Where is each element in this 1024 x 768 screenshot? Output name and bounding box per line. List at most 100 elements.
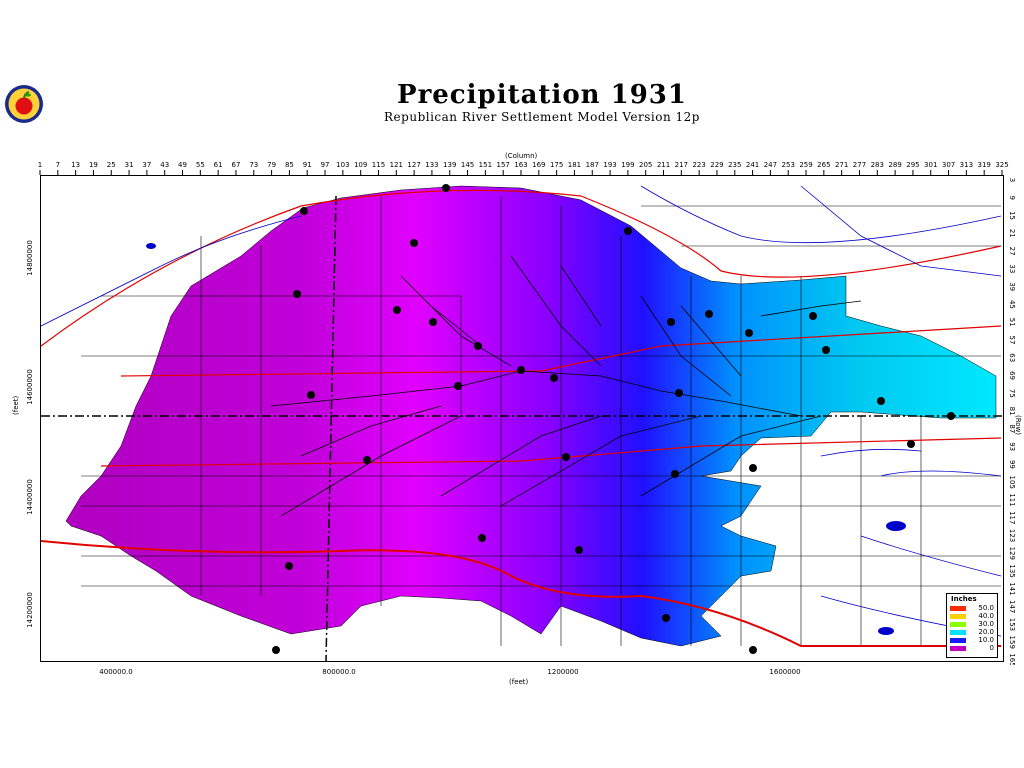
column-tick-label: 229 xyxy=(710,161,723,169)
row-tick-label: 39 xyxy=(1008,282,1016,291)
row-tick-label: 147 xyxy=(1008,600,1016,613)
station-marker xyxy=(429,318,437,326)
station-marker xyxy=(285,562,293,570)
legend-swatch xyxy=(950,606,966,611)
column-tick-label: 295 xyxy=(906,161,919,169)
column-tick-label: 73 xyxy=(249,161,258,169)
station-marker xyxy=(363,456,371,464)
legend-value: 0 xyxy=(989,644,994,652)
column-tick-label: 247 xyxy=(764,161,777,169)
y-feet-tick-label: 14400000 xyxy=(26,479,34,515)
row-tick-label: 123 xyxy=(1008,529,1016,542)
x-feet-tick-label: 1600000 xyxy=(769,668,800,676)
row-tick-label: 21 xyxy=(1008,229,1016,238)
legend-swatch xyxy=(950,622,966,627)
legend-value: 30.0 xyxy=(978,620,994,628)
column-tick-label: 163 xyxy=(514,161,527,169)
precipitation-map[interactable] xyxy=(40,175,1004,662)
column-tick-label: 139 xyxy=(443,161,456,169)
column-tick-label: 115 xyxy=(372,161,385,169)
column-tick-label: 241 xyxy=(746,161,759,169)
column-tick-label: 127 xyxy=(407,161,420,169)
column-tick-label: 79 xyxy=(267,161,276,169)
column-tick-label: 289 xyxy=(888,161,901,169)
column-tick-label: 313 xyxy=(960,161,973,169)
row-tick-label: 129 xyxy=(1008,547,1016,560)
column-tick-label: 301 xyxy=(924,161,937,169)
legend-swatch xyxy=(950,630,966,635)
column-tick-label: 181 xyxy=(568,161,581,169)
row-tick-label: 153 xyxy=(1008,618,1016,631)
row-axis: 3915212733394551576369758187939910511111… xyxy=(1008,178,1016,665)
weather-stations xyxy=(272,184,955,654)
station-marker xyxy=(410,239,418,247)
column-tick-label: 175 xyxy=(550,161,563,169)
station-marker xyxy=(809,312,817,320)
column-tick-label: 85 xyxy=(285,161,294,169)
column-tick-label: 91 xyxy=(303,161,312,169)
station-marker xyxy=(749,646,757,654)
station-marker xyxy=(675,389,683,397)
station-marker xyxy=(442,184,450,192)
row-tick-label: 105 xyxy=(1008,476,1016,489)
row-tick-label: 57 xyxy=(1008,336,1016,345)
station-marker xyxy=(550,374,558,382)
column-tick-label: 19 xyxy=(89,161,98,169)
column-axis-title: (Column) xyxy=(505,152,538,160)
column-tick-label: 271 xyxy=(835,161,848,169)
row-tick-label: 81 xyxy=(1008,407,1016,416)
column-tick-label: 253 xyxy=(782,161,795,169)
road-network xyxy=(40,189,1002,647)
column-tick-label: 307 xyxy=(942,161,955,169)
legend: Inches 50.0 40.0 30.0 20.0 10.0 0 xyxy=(946,593,998,658)
reservoirs xyxy=(146,243,906,635)
column-tick-label: 217 xyxy=(675,161,688,169)
column-tick-label: 235 xyxy=(728,161,741,169)
station-marker xyxy=(907,440,915,448)
column-tick-label: 145 xyxy=(461,161,474,169)
state-border-vertical xyxy=(325,195,337,662)
column-tick-label: 61 xyxy=(214,161,223,169)
station-marker xyxy=(562,453,570,461)
y-feet-axis-title: (feet) xyxy=(12,395,20,415)
station-marker xyxy=(749,464,757,472)
column-tick-label: 169 xyxy=(532,161,545,169)
column-tick-label: 97 xyxy=(321,161,330,169)
legend-swatch xyxy=(950,646,966,651)
column-tick-label: 199 xyxy=(621,161,634,169)
map-canvas xyxy=(40,184,1003,662)
column-tick-label: 7 xyxy=(56,161,60,169)
column-tick-label: 31 xyxy=(125,161,134,169)
station-marker xyxy=(293,290,301,298)
legend-value: 10.0 xyxy=(978,636,994,644)
row-tick-label: 75 xyxy=(1008,389,1016,398)
column-tick-label: 37 xyxy=(142,161,151,169)
column-tick-label: 193 xyxy=(603,161,616,169)
column-tick-label: 157 xyxy=(496,161,509,169)
river-lines xyxy=(40,185,1002,637)
row-tick-label: 15 xyxy=(1008,211,1016,220)
station-marker xyxy=(745,329,753,337)
row-tick-label: 27 xyxy=(1008,247,1016,256)
column-tick-label: 109 xyxy=(354,161,367,169)
row-tick-label: 159 xyxy=(1008,636,1016,649)
legend-entry: 30.0 xyxy=(950,621,994,628)
x-feet-axis-title: (feet) xyxy=(509,678,529,686)
row-tick-label: 111 xyxy=(1008,493,1016,506)
legend-value: 20.0 xyxy=(978,628,994,636)
column-tick-label: 325 xyxy=(995,161,1008,169)
column-tick-label: 211 xyxy=(657,161,670,169)
column-tick-label: 55 xyxy=(196,161,205,169)
apple-logo xyxy=(5,85,43,123)
column-tick-label: 103 xyxy=(336,161,349,169)
column-tick-label: 283 xyxy=(871,161,884,169)
column-tick-label: 151 xyxy=(479,161,492,169)
station-marker xyxy=(877,397,885,405)
station-marker xyxy=(517,366,525,374)
station-marker xyxy=(671,470,679,478)
legend-title: Inches xyxy=(951,595,977,603)
row-tick-label: 99 xyxy=(1008,460,1016,469)
legend-entry: 50.0 xyxy=(950,605,994,612)
station-marker xyxy=(947,412,955,420)
row-tick-label: 51 xyxy=(1008,318,1016,327)
